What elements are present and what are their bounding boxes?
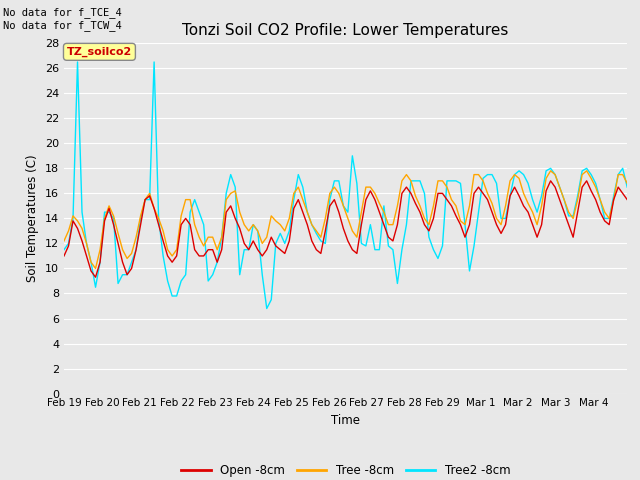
Title: Tonzi Soil CO2 Profile: Lower Temperatures: Tonzi Soil CO2 Profile: Lower Temperatur… — [182, 23, 509, 38]
Legend: Open -8cm, Tree -8cm, Tree2 -8cm: Open -8cm, Tree -8cm, Tree2 -8cm — [177, 459, 515, 480]
Text: No data for f_TCW_4: No data for f_TCW_4 — [3, 20, 122, 31]
Y-axis label: Soil Temperatures (C): Soil Temperatures (C) — [26, 155, 39, 282]
Text: TZ_soilco2: TZ_soilco2 — [67, 47, 132, 57]
X-axis label: Time: Time — [331, 414, 360, 427]
Text: No data for f_TCE_4: No data for f_TCE_4 — [3, 7, 122, 18]
